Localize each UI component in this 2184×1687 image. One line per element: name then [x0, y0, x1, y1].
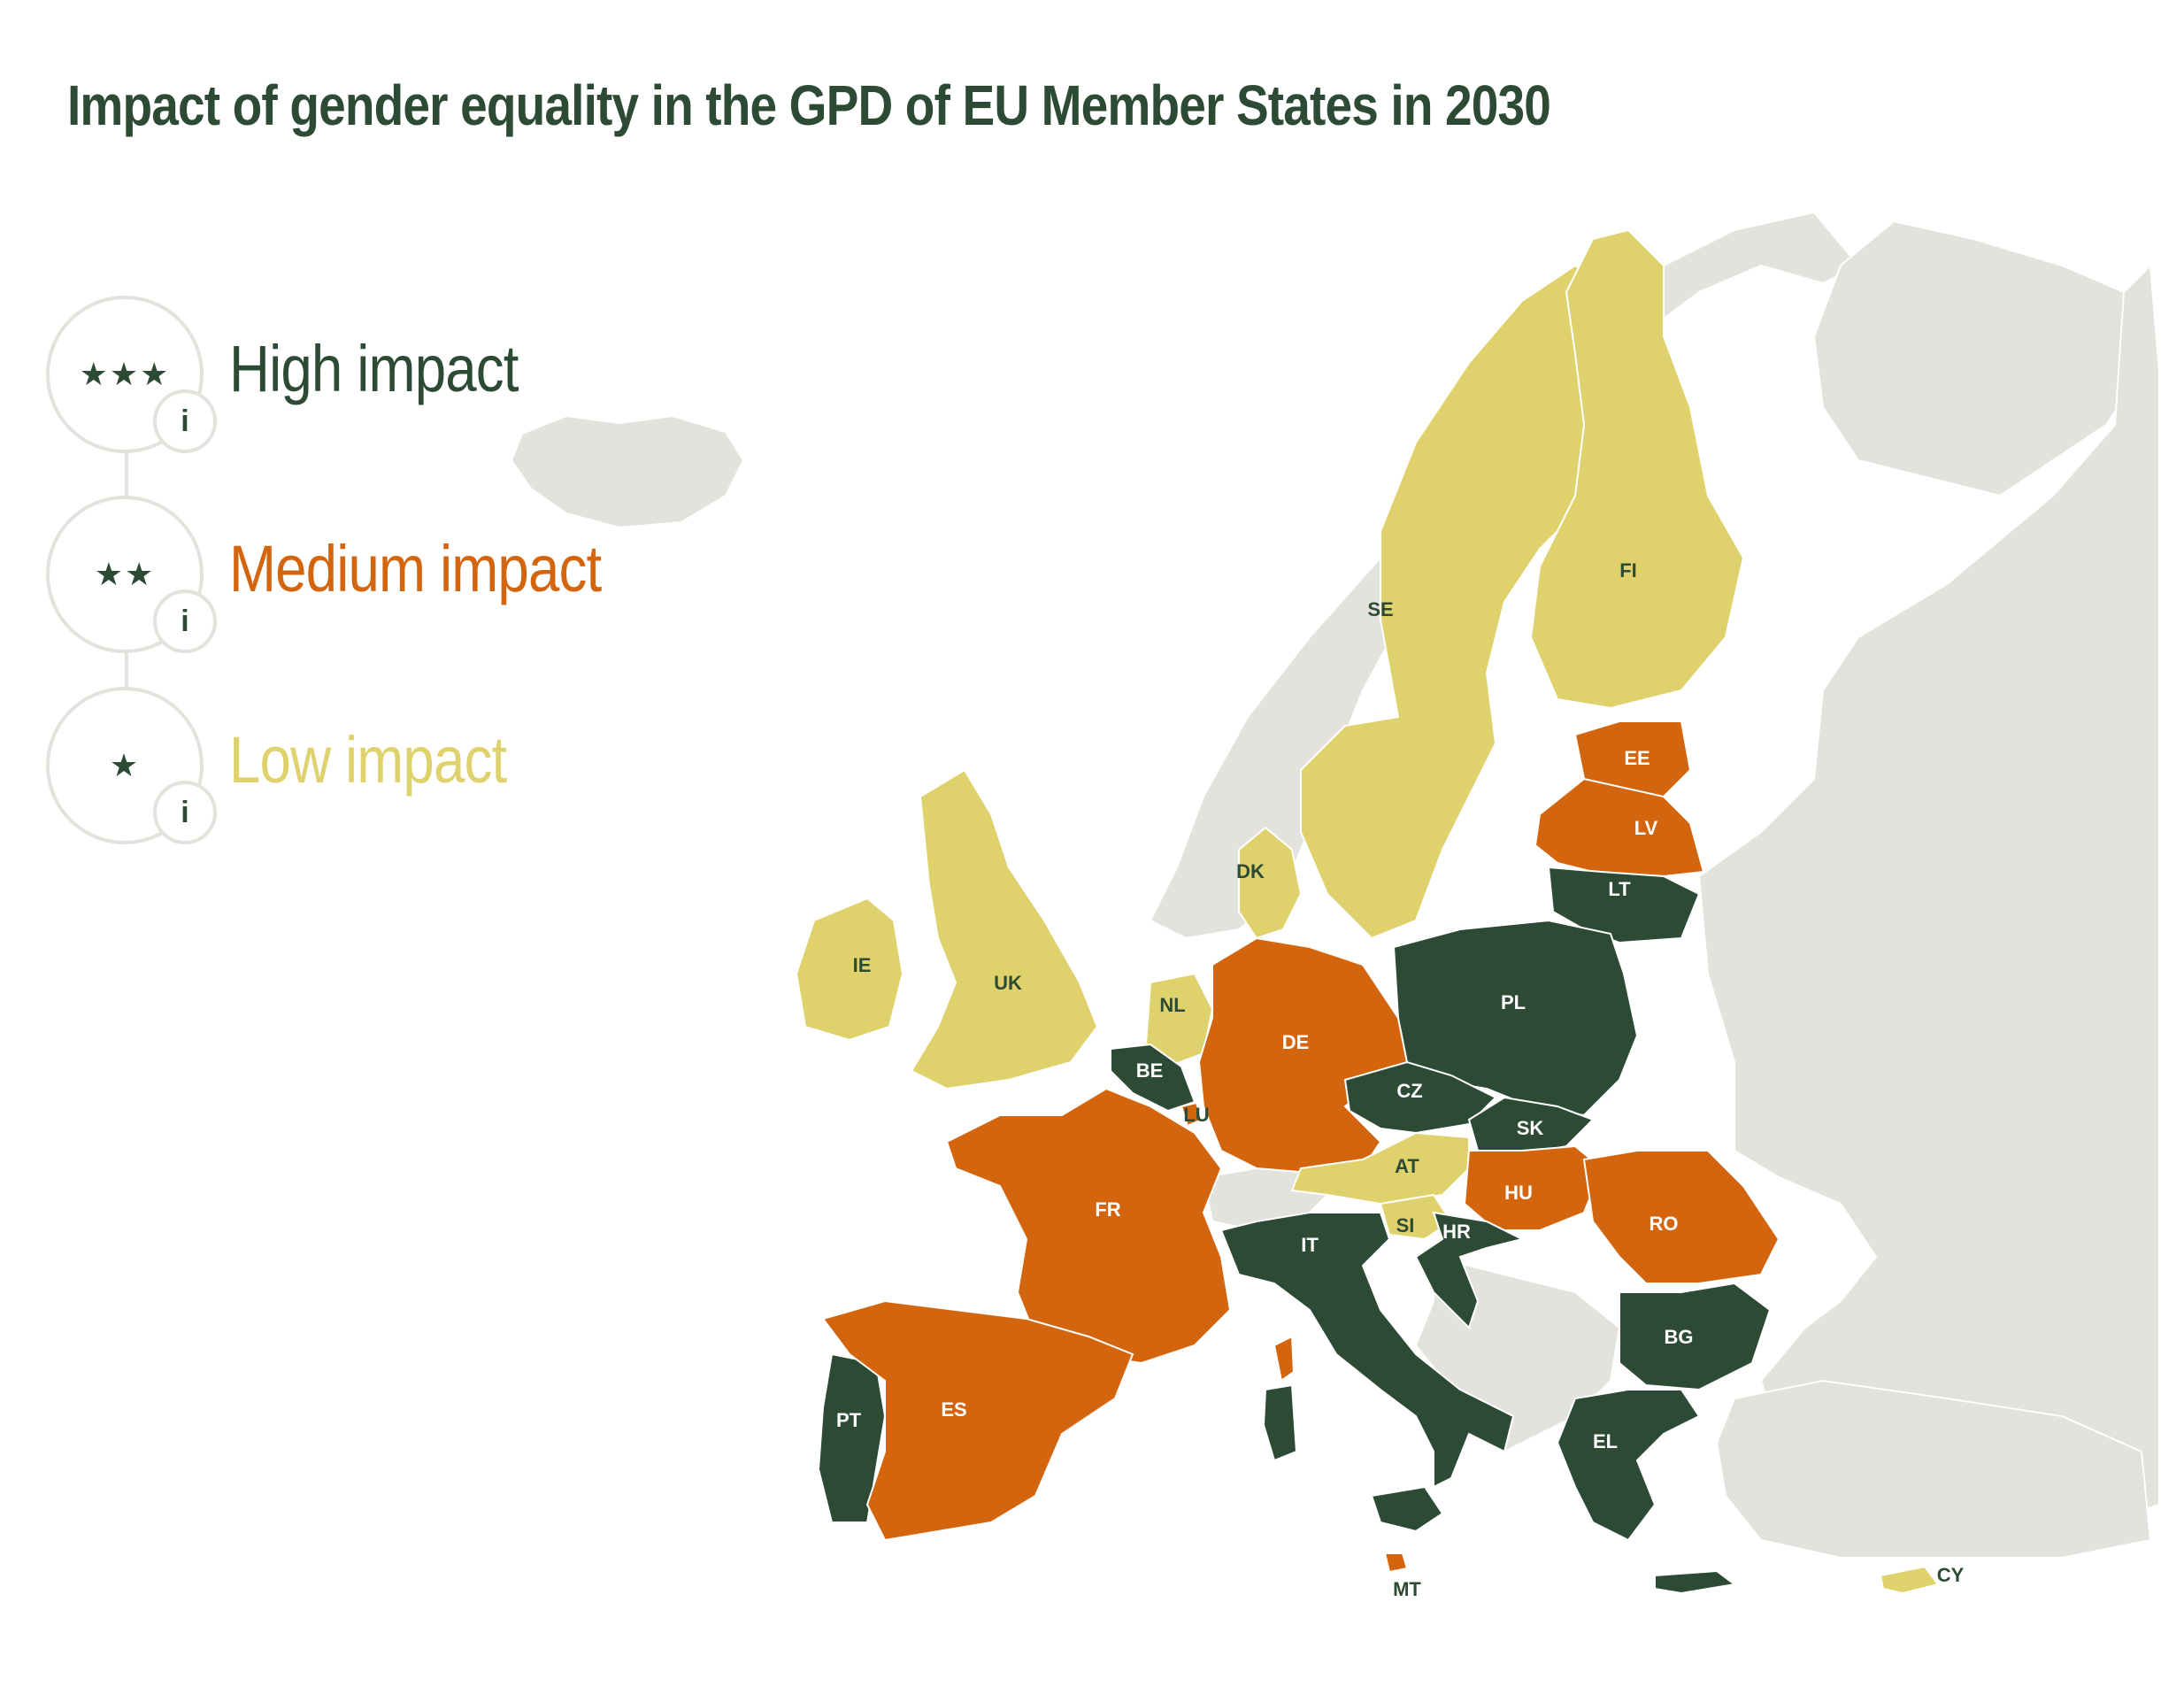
region-es — [821, 1299, 1134, 1542]
label-pt: PT — [836, 1409, 862, 1431]
region-sicily — [1370, 1485, 1444, 1533]
region-fi — [1529, 228, 1745, 710]
label-el: EL — [1593, 1430, 1618, 1452]
label-lu: LU — [1183, 1104, 1209, 1126]
label-hu: HU — [1504, 1182, 1533, 1204]
region-ie — [795, 897, 904, 1042]
legend-connector — [125, 641, 128, 708]
legend-item-medium: ★★ i Medium impact — [46, 496, 665, 653]
label-de: DE — [1282, 1031, 1310, 1053]
region-corsica — [1273, 1335, 1296, 1383]
legend-item-low: ★ i Low impact — [46, 687, 665, 844]
region-de — [1197, 936, 1409, 1175]
label-se: SE — [1367, 598, 1393, 620]
region-lu — [1180, 1101, 1204, 1128]
label-hr: HR — [1442, 1221, 1471, 1243]
label-lt: LT — [1608, 878, 1631, 900]
region-mt — [1383, 1552, 1409, 1574]
region-cz — [1343, 1060, 1497, 1135]
label-uk: UK — [994, 972, 1022, 994]
region-uk — [910, 768, 1099, 1090]
label-es: ES — [941, 1398, 966, 1421]
label-it: IT — [1301, 1234, 1319, 1256]
russia-north — [1812, 220, 2143, 497]
info-button-medium[interactable]: i — [153, 589, 217, 653]
region-si — [1379, 1193, 1453, 1241]
region-se — [1300, 264, 1648, 940]
label-fi: FI — [1619, 559, 1637, 582]
legend-label-medium: Medium impact — [229, 532, 602, 605]
region-lv — [1534, 777, 1705, 878]
legend-label-high: High impact — [229, 332, 519, 405]
region-pt — [817, 1352, 887, 1523]
label-lv: LV — [1634, 817, 1658, 839]
label-ee: EE — [1624, 747, 1650, 769]
label-cy: CY — [1937, 1564, 1965, 1586]
label-ro: RO — [1650, 1213, 1679, 1235]
label-mt: MT — [1393, 1578, 1421, 1600]
country-labels: SE FI EE LV LT DK IE UK NL BE LU DE PL C… — [836, 559, 1965, 1600]
region-hu — [1463, 1144, 1603, 1231]
label-cz: CZ — [1396, 1080, 1422, 1102]
map-title: Impact of gender equality in the GPD of … — [67, 73, 1551, 137]
region-at — [1290, 1131, 1470, 1206]
region-el — [1556, 1389, 1701, 1542]
legend-item-high: ★★★ i High impact — [46, 296, 665, 453]
label-sk: SK — [1517, 1117, 1544, 1139]
turkey — [1715, 1379, 2152, 1559]
region-cy — [1879, 1565, 1940, 1595]
legend-label-low: Low impact — [229, 723, 507, 797]
region-hr — [1414, 1211, 1525, 1329]
region-crete — [1654, 1569, 1737, 1595]
region-sardinia — [1262, 1383, 1298, 1462]
russia-east — [1697, 263, 2160, 1524]
region-ro — [1582, 1150, 1780, 1284]
one-star-icon: ★ — [109, 747, 141, 784]
member-states — [795, 228, 1940, 1595]
label-at: AT — [1395, 1155, 1419, 1177]
label-fr: FR — [1095, 1198, 1120, 1221]
label-ie: IE — [853, 954, 872, 976]
label-pl: PL — [1501, 991, 1526, 1013]
region-dk — [1238, 826, 1303, 940]
label-si: SI — [1396, 1214, 1415, 1236]
label-bg: BG — [1665, 1326, 1694, 1348]
three-star-icon: ★★★ — [79, 356, 171, 393]
region-lt — [1547, 866, 1701, 944]
region-fr — [945, 1087, 1232, 1365]
region-it — [1219, 1212, 1515, 1489]
two-star-icon: ★★ — [94, 556, 156, 593]
label-be: BE — [1136, 1059, 1164, 1082]
legend-connector — [125, 450, 128, 517]
label-dk: DK — [1236, 860, 1265, 882]
region-bg — [1619, 1282, 1772, 1391]
label-nl: NL — [1159, 994, 1185, 1016]
info-button-high[interactable]: i — [153, 389, 217, 453]
info-button-low[interactable]: i — [153, 781, 217, 844]
iceland — [510, 414, 745, 529]
